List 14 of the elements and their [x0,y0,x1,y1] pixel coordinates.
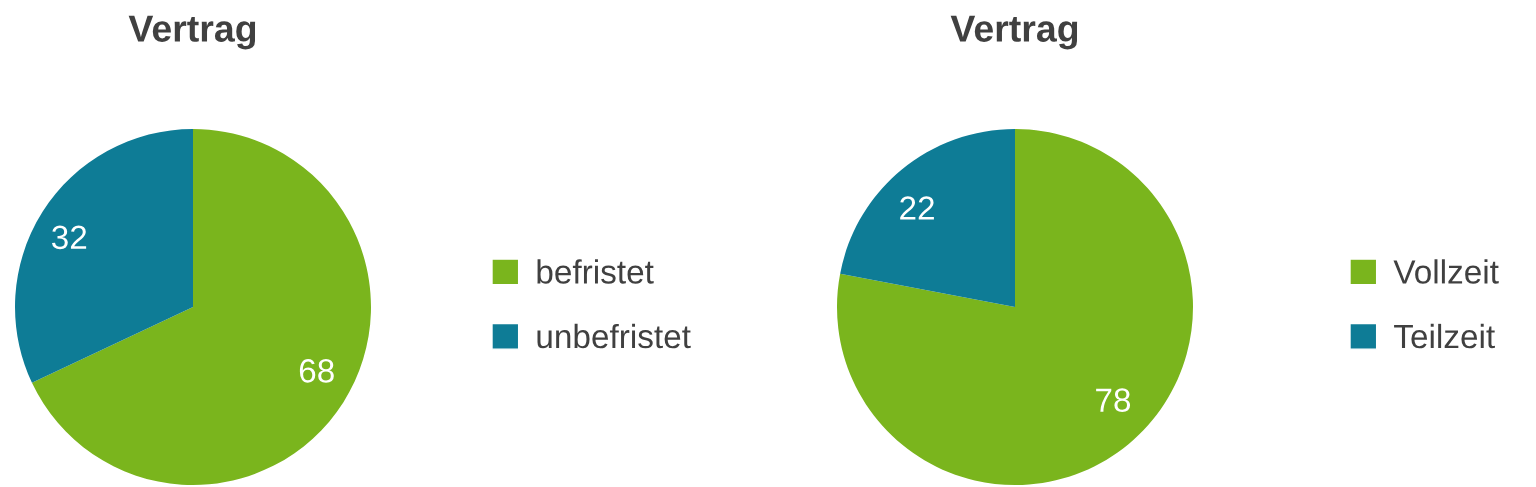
chart-title: Vertrag [128,15,256,50]
legend-label: befristet [537,259,654,284]
data-label: 68 [299,359,334,383]
pie-slice [837,129,1193,485]
data-label: 78 [1096,388,1131,412]
legend-label: unbefristet [537,323,691,349]
legend-label: Teilzeit [1394,323,1495,349]
pie-slice [15,129,193,383]
data-label: 32 [51,225,87,250]
chart-title: Vertrag [950,15,1078,50]
legend-label: Vollzeit [1393,259,1499,284]
pie-slice [840,129,1015,307]
data-label: 22 [900,196,934,220]
pie-slice [31,129,371,485]
